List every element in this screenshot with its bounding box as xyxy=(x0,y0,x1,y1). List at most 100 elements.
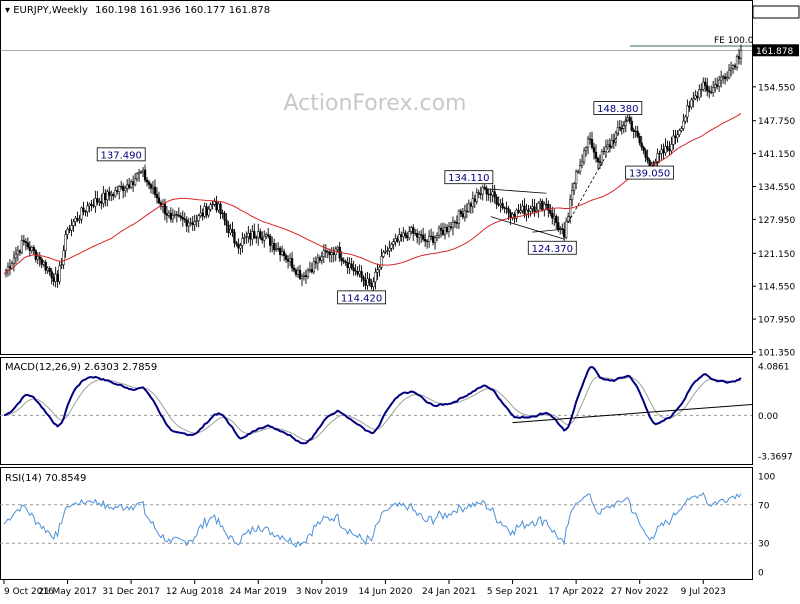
price-tick-label: 114.550 xyxy=(758,283,795,293)
candle-body xyxy=(410,227,413,232)
candle-body xyxy=(594,151,598,159)
top-price-box xyxy=(752,5,800,19)
candle-body xyxy=(320,256,323,261)
ohlc-values: 160.198 161.936 160.177 161.878 xyxy=(95,5,270,16)
candle-body xyxy=(702,81,705,90)
candle-body xyxy=(517,209,520,213)
candle-body xyxy=(276,248,280,250)
candle-body xyxy=(153,186,157,195)
candle-body xyxy=(312,261,316,273)
x-tick-label: 31 Dec 2017 xyxy=(102,587,160,597)
x-tick-label: 5 Sep 2021 xyxy=(487,587,538,597)
candle-body xyxy=(557,222,560,230)
candle-body xyxy=(155,194,159,198)
candle-body xyxy=(680,128,683,131)
candle-body xyxy=(241,238,244,246)
candle-body xyxy=(92,204,95,207)
candle-body xyxy=(644,150,647,158)
candle-body xyxy=(348,263,351,269)
candle-body xyxy=(425,240,429,242)
candle-body xyxy=(167,212,171,216)
candle-body xyxy=(112,193,115,197)
candle-body xyxy=(18,250,22,253)
candle-body xyxy=(684,116,687,122)
candle-body xyxy=(725,77,729,80)
candle-body xyxy=(364,280,367,286)
candle-body xyxy=(177,214,180,217)
candle-body xyxy=(537,202,540,211)
candle-body xyxy=(698,89,701,98)
annotation-box xyxy=(593,101,643,115)
candle-body xyxy=(455,222,459,224)
candle-body xyxy=(80,207,83,220)
candle-body xyxy=(352,267,355,272)
candle-body xyxy=(362,277,365,281)
candle-body xyxy=(704,81,707,86)
candle-body xyxy=(72,221,75,226)
candle-body xyxy=(282,251,286,256)
candle-body xyxy=(88,203,91,207)
candle-body xyxy=(110,193,113,196)
x-tick-label: 17 Apr 2022 xyxy=(548,587,604,597)
candle-body xyxy=(525,209,528,215)
candle-body xyxy=(267,234,270,237)
candle-body xyxy=(682,120,685,129)
candle-body xyxy=(717,79,721,87)
candle-body xyxy=(723,76,727,80)
candle-body xyxy=(131,181,135,185)
symbol-icon: ▾ xyxy=(5,5,10,16)
candle-body xyxy=(278,248,282,255)
candle-body xyxy=(239,245,242,249)
candle-body xyxy=(129,181,133,188)
candle-body xyxy=(322,250,325,257)
candle-body xyxy=(314,261,318,264)
candle-body xyxy=(221,212,224,214)
x-tick-label: 9 Jul 2023 xyxy=(681,587,726,597)
candle-body xyxy=(449,226,453,229)
candle-body xyxy=(412,227,415,234)
candle-body xyxy=(541,201,544,211)
candle-body xyxy=(479,193,482,195)
rsi-line xyxy=(3,491,742,548)
candle-body xyxy=(485,188,488,195)
candle-body xyxy=(98,201,101,203)
candle-body xyxy=(376,269,379,273)
candle-body xyxy=(163,203,167,214)
trend-line xyxy=(532,228,565,233)
candle-body xyxy=(439,227,443,231)
price-panel-frame xyxy=(0,0,753,355)
candle-body xyxy=(549,210,552,214)
candle-body xyxy=(205,206,208,216)
candle-body xyxy=(64,234,67,251)
candle-body xyxy=(422,234,425,240)
candle-body xyxy=(459,210,463,215)
candle-body xyxy=(378,266,381,271)
candle-body xyxy=(716,84,719,87)
trend-line xyxy=(490,216,565,240)
candle-body xyxy=(551,212,554,219)
candle-body xyxy=(443,227,447,235)
macd-tick-label: -3.3697 xyxy=(758,453,793,463)
candle-body xyxy=(598,161,602,163)
candle-body xyxy=(694,95,697,99)
candle-body xyxy=(596,157,600,163)
candle-body xyxy=(640,142,643,148)
candle-body xyxy=(382,252,385,257)
price-tick-label: 101.350 xyxy=(758,349,795,359)
candle-body xyxy=(392,241,395,245)
candle-body xyxy=(54,273,57,282)
candle-body xyxy=(696,95,699,98)
watermark: ActionForex.com xyxy=(284,91,467,116)
candle-body xyxy=(400,234,403,238)
candle-body xyxy=(265,234,268,237)
candle-body xyxy=(737,56,741,59)
candle-body xyxy=(193,221,196,225)
candle-body xyxy=(126,184,129,189)
x-tick-label: 24 Mar 2019 xyxy=(230,587,287,597)
candle-body xyxy=(249,232,252,240)
candle-body xyxy=(76,217,79,221)
candle-body xyxy=(118,186,121,192)
candle-body xyxy=(437,227,441,236)
candle-body xyxy=(290,258,294,269)
candle-body xyxy=(24,241,28,244)
